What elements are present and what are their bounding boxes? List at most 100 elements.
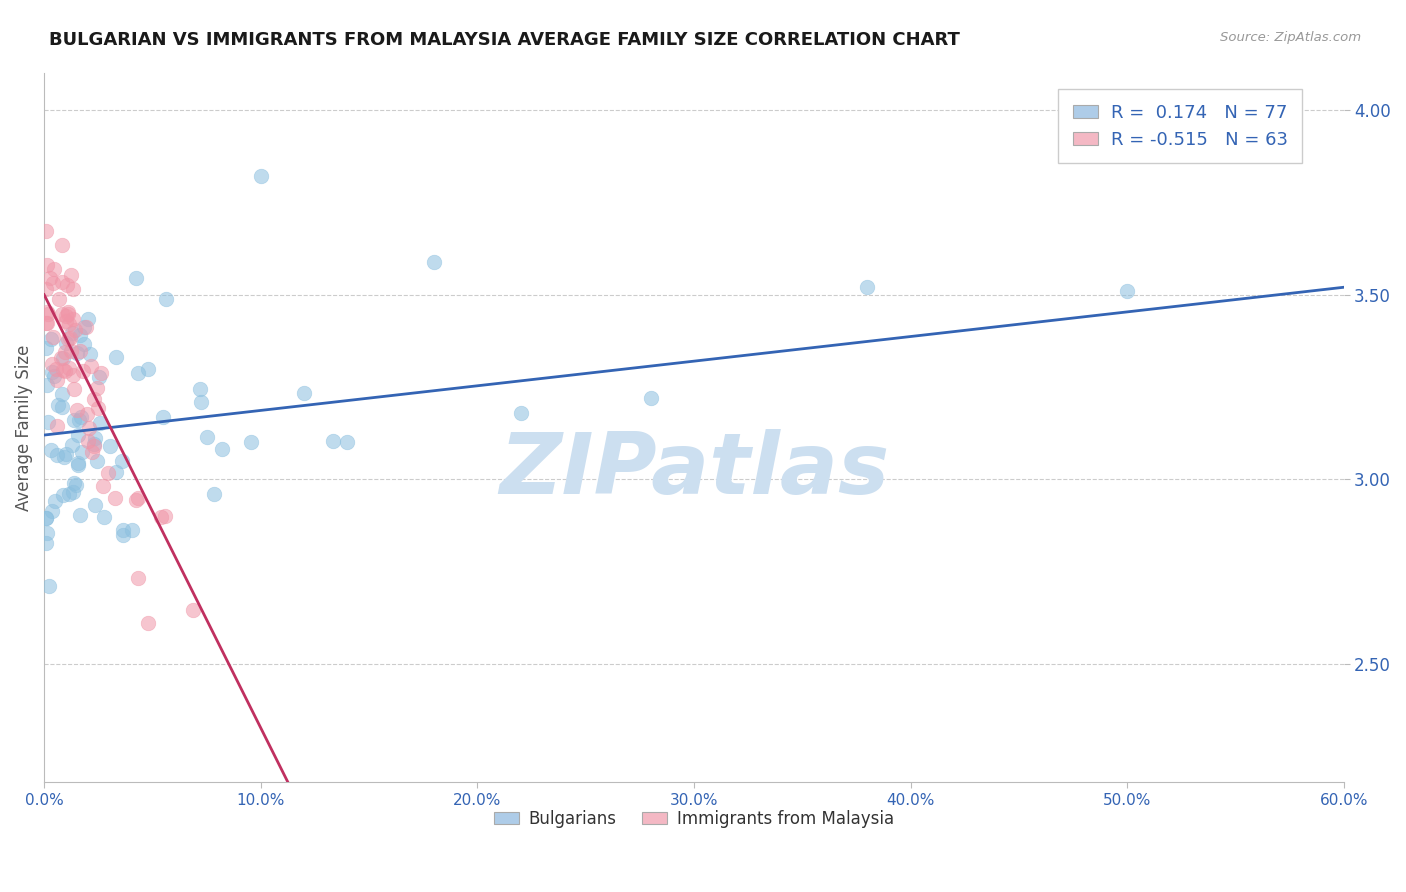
- Point: [37, 416, 59, 430]
- Legend: Bulgarians, Immigrants from Malaysia: Bulgarians, Immigrants from Malaysia: [488, 803, 901, 834]
- Point: [89, 416, 111, 430]
- Point: [42, 369, 65, 384]
- Point: [86, 381, 108, 395]
- Point: [38, 578, 60, 592]
- Point: [83, 439, 105, 453]
- Point: [51, 238, 73, 252]
- Point: [190, 395, 212, 409]
- Point: [60, 268, 83, 282]
- Point: [69, 343, 91, 358]
- Point: [55, 336, 77, 351]
- Point: [60, 438, 83, 452]
- Point: [75, 320, 97, 334]
- Point: [66, 403, 89, 417]
- Point: [35, 316, 58, 330]
- Point: [60, 343, 83, 358]
- Point: [45, 419, 67, 434]
- Point: [62, 312, 84, 326]
- Point: [37, 307, 59, 321]
- Point: [52, 488, 75, 502]
- Point: [87, 370, 110, 384]
- Point: [70, 410, 93, 425]
- Point: [51, 307, 73, 321]
- Point: [44, 494, 66, 508]
- Point: [62, 476, 84, 491]
- Point: [1116, 284, 1139, 298]
- Point: [56, 332, 79, 346]
- Point: [51, 401, 73, 415]
- Point: [51, 275, 73, 289]
- Point: [138, 615, 160, 630]
- Point: [35, 511, 58, 525]
- Point: [72, 445, 94, 459]
- Point: [38, 270, 60, 285]
- Point: [58, 360, 80, 375]
- Point: [52, 363, 75, 377]
- Point: [90, 367, 112, 381]
- Point: [39, 332, 62, 346]
- Point: [83, 437, 105, 451]
- Point: [55, 314, 77, 328]
- Point: [509, 406, 531, 420]
- Point: [48, 292, 70, 306]
- Point: [239, 434, 262, 449]
- Point: [35, 511, 58, 525]
- Point: [73, 319, 96, 334]
- Point: [35, 224, 58, 238]
- Text: BULGARIAN VS IMMIGRANTS FROM MALAYSIA AVERAGE FAMILY SIZE CORRELATION CHART: BULGARIAN VS IMMIGRANTS FROM MALAYSIA AV…: [49, 31, 960, 49]
- Point: [56, 307, 79, 321]
- Point: [62, 485, 84, 500]
- Point: [155, 508, 177, 523]
- Point: [42, 277, 65, 291]
- Point: [152, 410, 174, 425]
- Point: [112, 523, 135, 537]
- Point: [35, 316, 58, 330]
- Point: [125, 271, 148, 285]
- Point: [49, 351, 72, 366]
- Point: [41, 357, 63, 371]
- Point: [121, 523, 143, 537]
- Point: [35, 536, 58, 550]
- Point: [53, 364, 76, 378]
- Point: [87, 401, 110, 415]
- Point: [82, 444, 104, 458]
- Point: [336, 434, 359, 449]
- Point: [66, 456, 89, 470]
- Point: [65, 478, 87, 492]
- Point: [63, 382, 86, 396]
- Point: [79, 359, 101, 374]
- Point: [52, 351, 75, 365]
- Point: [63, 323, 86, 337]
- Point: [125, 492, 148, 507]
- Point: [127, 491, 149, 506]
- Point: [35, 282, 58, 296]
- Point: [62, 282, 84, 296]
- Point: [127, 571, 149, 585]
- Point: [136, 362, 159, 376]
- Point: [56, 304, 79, 318]
- Point: [69, 508, 91, 522]
- Point: [67, 412, 90, 426]
- Point: [46, 373, 69, 387]
- Point: [72, 364, 94, 378]
- Point: [45, 362, 67, 376]
- Point: [41, 504, 63, 518]
- Point: [97, 466, 120, 480]
- Point: [66, 458, 89, 473]
- Point: [63, 412, 86, 426]
- Point: [83, 392, 105, 407]
- Point: [98, 439, 121, 453]
- Point: [53, 450, 76, 464]
- Point: [73, 336, 96, 351]
- Point: [195, 429, 218, 443]
- Point: [83, 431, 105, 445]
- Point: [322, 434, 344, 448]
- Point: [76, 311, 98, 326]
- Point: [44, 261, 66, 276]
- Point: [181, 602, 204, 616]
- Point: [91, 479, 114, 493]
- Point: [60, 326, 83, 340]
- Point: [45, 448, 67, 462]
- Point: [111, 454, 134, 468]
- Point: [856, 280, 879, 294]
